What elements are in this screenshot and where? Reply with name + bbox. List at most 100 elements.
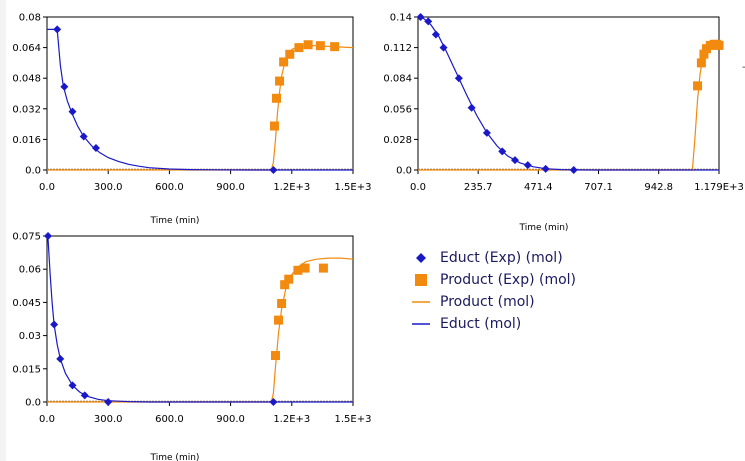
x-tick-label: 900.0 <box>216 414 245 425</box>
legend-item-product-exp: Product (Exp) (mol) <box>410 269 576 291</box>
x-tick-label: 0.0 <box>39 414 55 425</box>
y-tick-label: 0.03 <box>19 331 41 342</box>
educt-data-point <box>269 166 278 174</box>
product-data-point <box>699 49 709 59</box>
x-tick-label: 707.1 <box>584 182 613 193</box>
educt-data-point <box>50 320 59 329</box>
line-marker-icon <box>410 295 432 309</box>
product-data-point <box>293 265 303 275</box>
product-data-point <box>279 57 289 67</box>
educt-data-point <box>431 30 440 39</box>
product-data-point <box>318 263 328 273</box>
educt-data-point <box>91 144 100 153</box>
product-data-point <box>272 93 281 103</box>
y-tick-label: 0.075 <box>12 232 41 243</box>
x-axis-title: Time (min) <box>519 223 569 233</box>
product-data-point <box>300 263 310 273</box>
educt-data-point <box>454 74 463 83</box>
educt-data-point <box>467 103 476 112</box>
educt-data-point <box>60 82 69 91</box>
x-tick-label: 600.0 <box>155 414 184 425</box>
line-marker-icon <box>410 317 432 331</box>
educt-data-point <box>56 354 65 363</box>
x-tick-label: 900.0 <box>216 182 245 193</box>
diamond-marker-icon <box>410 251 432 265</box>
product-data-point <box>274 315 284 325</box>
product-data-point <box>303 40 313 50</box>
educt-data-point <box>482 128 491 137</box>
educt-data-point <box>569 166 578 174</box>
series-line <box>47 257 354 403</box>
y-tick-label: 0.056 <box>383 104 412 115</box>
educt-data-point <box>511 156 520 165</box>
product-data-point <box>270 351 280 361</box>
legend-label: Product (mol) <box>440 294 535 310</box>
y-tick-label: 0.14 <box>390 13 412 24</box>
y-tick-label: 0.016 <box>12 135 41 146</box>
product-data-point <box>693 81 703 91</box>
educt-data-point <box>424 17 433 26</box>
x-tick-label: 600.0 <box>155 182 184 193</box>
y-tick-label: 0.08 <box>19 13 41 24</box>
educt-data-point <box>44 232 53 240</box>
x-tick-label: 1.179E+3 <box>694 182 744 193</box>
x-tick-label: 1.2E+3 <box>273 414 310 425</box>
y-tick-label: 0.06 <box>19 265 41 276</box>
y-tick-label: 0.064 <box>12 43 41 54</box>
y-tick-label: 0.015 <box>12 364 41 375</box>
legend-label: Product (Exp) (mol) <box>440 272 577 288</box>
edge-mark: - <box>742 62 745 73</box>
x-tick-label: 300.0 <box>94 182 123 193</box>
series-line <box>418 42 720 171</box>
product-data-point <box>294 43 304 53</box>
educt-data-point <box>53 25 62 34</box>
series-line <box>46 235 353 403</box>
square-marker-icon <box>410 273 432 287</box>
x-axis-title: Time (min) <box>150 453 200 461</box>
educt-data-point <box>541 164 550 173</box>
product-data-point <box>315 41 325 51</box>
product-data-point <box>714 40 724 50</box>
legend-item-educt-exp: Educt (Exp) (mol) <box>410 247 576 269</box>
educt-data-point <box>416 13 425 21</box>
x-tick-label: 0.0 <box>39 182 55 193</box>
educt-data-point <box>104 398 113 406</box>
x-tick-label: 1.5E+3 <box>335 414 372 425</box>
series-line <box>47 28 353 171</box>
x-tick-label: 942.8 <box>644 182 673 193</box>
legend-label: Educt (Exp) (mol) <box>440 250 563 266</box>
educt-data-point <box>68 381 77 390</box>
y-tick-label: 0.045 <box>12 298 41 309</box>
chart-3: 0.0 0.015 0.03 0.045 0.06 0.075 0.0 300.0 600.0 9… <box>12 232 371 461</box>
chart-1: 0.0 0.016 0.032 0.048 0.064 0.08 0.0 300.0 600.0… <box>12 13 371 227</box>
y-tick-label: 0.0 <box>396 166 412 177</box>
series-line <box>417 16 719 171</box>
y-tick-label: 0.084 <box>383 74 412 85</box>
product-data-point <box>277 299 287 309</box>
legend-label: Educt (mol) <box>440 316 522 332</box>
educt-data-point <box>80 391 89 400</box>
product-data-point <box>696 58 706 68</box>
product-data-point <box>285 49 295 59</box>
chart-2: 0.0 0.028 0.056 0.084 0.112 0.14 0.0 235.7 471.4… <box>383 13 743 234</box>
educt-data-point <box>79 132 88 141</box>
legend-item-product: Product (mol) <box>410 291 576 313</box>
x-tick-label: 0.0 <box>410 182 426 193</box>
product-data-point <box>275 76 285 86</box>
educt-data-point <box>439 43 448 52</box>
y-tick-label: 0.032 <box>12 104 41 115</box>
y-tick-label: 0.112 <box>383 43 412 54</box>
series-line <box>47 45 354 171</box>
x-tick-label: 471.4 <box>524 182 553 193</box>
left-border-strip <box>0 0 6 461</box>
x-axis-title: Time (min) <box>150 216 200 226</box>
product-data-point <box>330 42 340 52</box>
product-data-point <box>269 121 279 131</box>
product-data-point <box>284 274 294 284</box>
x-tick-label: 300.0 <box>94 414 123 425</box>
educt-data-point <box>269 398 278 406</box>
chart-legend: Educt (Exp) (mol) Product (Exp) (mol) Pr… <box>410 247 576 335</box>
y-tick-label: 0.0 <box>25 166 41 177</box>
x-tick-label: 1.5E+3 <box>335 182 372 193</box>
